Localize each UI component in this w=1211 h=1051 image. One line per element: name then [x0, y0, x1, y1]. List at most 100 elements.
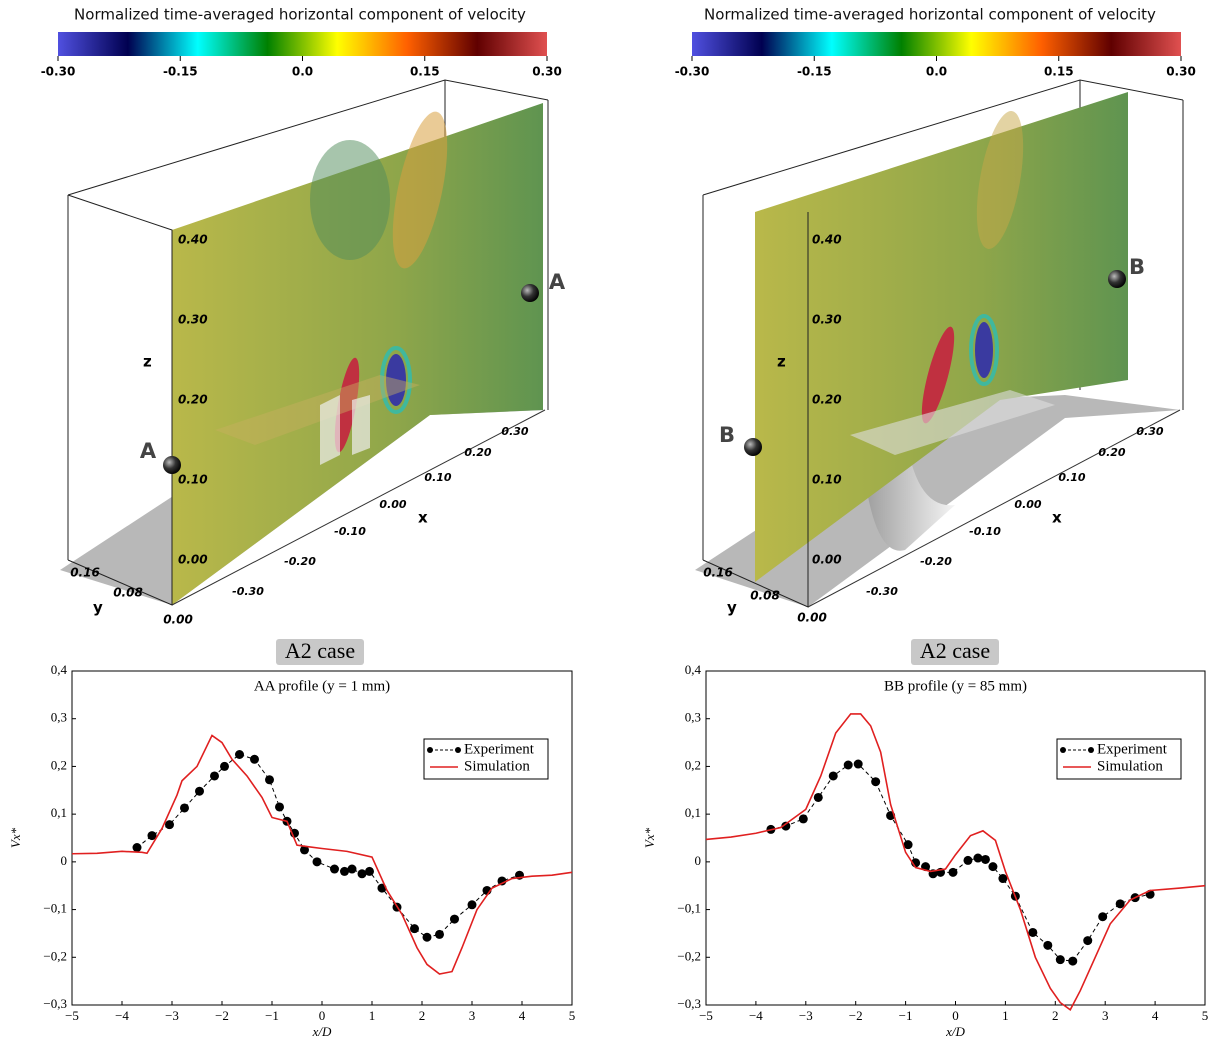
caption-box — [911, 639, 999, 665]
colorbar-tick-label: 0.30 — [1166, 65, 1196, 79]
data-point — [497, 876, 507, 886]
x-tick-label: 5 — [1202, 1008, 1209, 1023]
y-tick-label: 0,3 — [685, 710, 701, 725]
z-tick-label: 0.00 — [812, 553, 842, 567]
z-tick-label: 0.10 — [178, 473, 208, 487]
y-tick-label: 0,2 — [685, 757, 701, 772]
x-tick-label: -0.20 — [920, 555, 952, 568]
x-tick-label: −3 — [165, 1008, 179, 1023]
x-tick-label: −1 — [265, 1008, 279, 1023]
render-left — [60, 79, 549, 606]
data-point — [988, 862, 998, 872]
z-label: z — [143, 353, 152, 371]
x-tick-label: 0.00 — [379, 498, 406, 511]
y-tick-label: 0 — [61, 853, 68, 868]
caption: A2 case — [285, 638, 355, 663]
data-point — [275, 802, 284, 812]
x-tick-label: -0.20 — [284, 555, 316, 568]
render-right — [695, 79, 1184, 608]
x-axis-label: x/D — [945, 1024, 965, 1039]
x-tick-label: 3 — [1102, 1008, 1109, 1023]
z-tick-label: 0.40 — [812, 233, 842, 247]
data-point — [435, 929, 444, 939]
y-label: y — [727, 599, 737, 617]
data-point — [1055, 955, 1065, 965]
data-point — [235, 750, 244, 759]
colorbar — [58, 32, 547, 56]
x-tick-label: 2 — [1052, 1008, 1059, 1023]
x-tick-label: 1 — [1002, 1008, 1009, 1023]
x-tick-label: −4 — [749, 1008, 763, 1023]
legend-marker — [455, 747, 461, 753]
data-point — [265, 775, 274, 785]
data-point — [1043, 940, 1053, 950]
series-line — [71, 734, 573, 975]
legend-label: Simulation — [1097, 758, 1163, 774]
series-line — [770, 763, 1151, 962]
data-point — [813, 792, 823, 802]
x-tick-label: −5 — [65, 1008, 79, 1023]
data-point — [450, 914, 459, 924]
x-label: x — [418, 509, 428, 527]
y-tick-label: 0,2 — [51, 757, 67, 772]
x-tick-label: −1 — [899, 1008, 913, 1023]
colorbar-title: Normalized time-averaged horizontal comp… — [74, 6, 526, 24]
data-point — [963, 855, 973, 865]
colorbar-tick-label: 0.0 — [926, 65, 947, 79]
data-point — [980, 854, 990, 864]
legend-box — [1056, 738, 1182, 780]
caption-box — [276, 639, 364, 665]
x-tick-label: -0.30 — [232, 585, 264, 598]
probe-label: A — [140, 439, 157, 463]
y-tick-label: 0.00 — [797, 611, 827, 625]
data-point — [300, 845, 309, 855]
y-label: y — [93, 599, 103, 617]
x-tick-label: -0.10 — [334, 525, 366, 538]
legend-box — [423, 738, 549, 780]
data-point — [1028, 927, 1038, 937]
chart-title: BB profile (y = 85 mm) — [884, 678, 1027, 694]
colorbar-tick-label: -0.30 — [675, 65, 710, 79]
z-tick-label: 0.30 — [812, 313, 842, 327]
y-tick-label: 0.16 — [703, 566, 733, 580]
data-point — [798, 814, 808, 824]
caption: A2 case — [920, 638, 990, 663]
probe-label: B — [1129, 255, 1145, 279]
data-point — [180, 803, 189, 813]
data-point — [312, 857, 322, 867]
data-point — [357, 869, 367, 879]
chart-title: AA profile (y = 1 mm) — [254, 678, 390, 694]
y-tick-label: −0,3 — [677, 996, 701, 1011]
data-point — [973, 853, 983, 863]
legend-marker — [427, 747, 433, 753]
colorbar-tick-label: 0.15 — [1044, 65, 1074, 79]
data-point — [347, 864, 357, 874]
x-tick-label: 0.30 — [1136, 425, 1163, 438]
x-tick-label: 4 — [519, 1008, 526, 1023]
data-point — [220, 761, 229, 771]
y-axis-label: Vx* — [642, 827, 657, 848]
x-tick-label: 0 — [319, 1008, 326, 1023]
y-tick-label: 0.08 — [750, 589, 780, 603]
x-tick-label: -0.10 — [969, 525, 1001, 538]
x-tick-label: 3 — [469, 1008, 476, 1023]
x-tick-label: 0 — [952, 1008, 959, 1023]
z-tick-label: 0.40 — [178, 233, 208, 247]
x-tick-label: −4 — [115, 1008, 129, 1023]
x-tick-label: 2 — [419, 1008, 426, 1023]
x-tick-label: 0.20 — [1098, 446, 1125, 459]
x-tick-label: 0.20 — [464, 446, 491, 459]
z-tick-label: 0.10 — [812, 473, 842, 487]
plot-frame — [705, 670, 1206, 1006]
x-tick-label: 0.10 — [424, 471, 451, 484]
y-tick-label: 0.16 — [70, 566, 100, 580]
x-tick-label: −2 — [849, 1008, 863, 1023]
data-point — [365, 866, 374, 876]
legend-label: Simulation — [464, 758, 530, 774]
y-tick-label: 0.08 — [113, 586, 143, 600]
data-point — [422, 932, 432, 942]
data-point — [340, 866, 349, 876]
y-tick-label: 0 — [695, 853, 702, 868]
x-axis-label: x/D — [312, 1024, 332, 1039]
data-point — [903, 840, 913, 850]
